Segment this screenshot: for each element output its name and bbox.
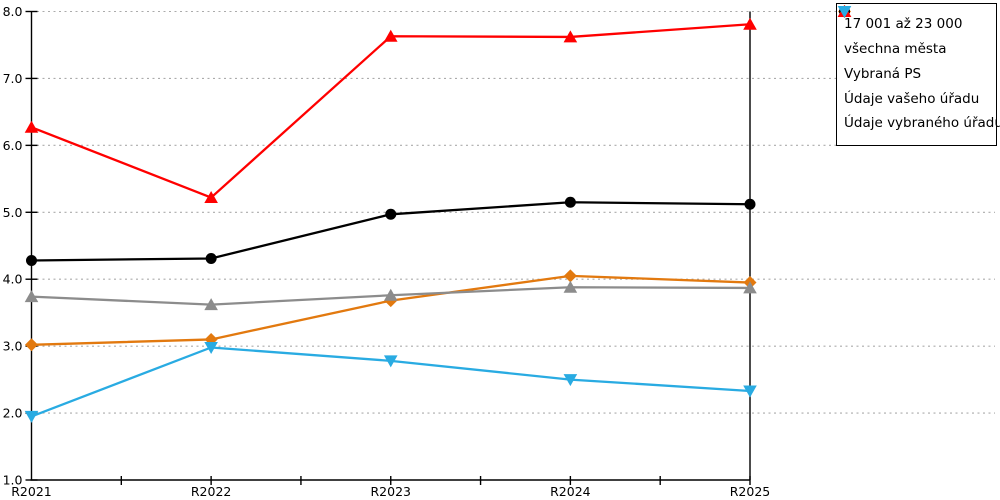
legend-label: Údaje vybraného úřadu xyxy=(844,115,1000,132)
series-4-marker xyxy=(204,191,218,204)
legend-label: 17 001 až 23 000 xyxy=(844,16,963,33)
x-tick-label: R2025 xyxy=(730,484,771,499)
series-3-marker xyxy=(563,280,578,293)
legend-item: Údaje vybraného úřadu xyxy=(837,6,1000,131)
series-5-marker xyxy=(383,355,398,368)
y-tick-label: 5.0 xyxy=(3,205,23,220)
y-tick-label: 8.0 xyxy=(3,4,23,19)
series-3-marker xyxy=(383,288,398,301)
series-line-4 xyxy=(31,23,751,199)
legend-label: všechna města xyxy=(844,41,947,57)
x-tick-label: R2024 xyxy=(550,484,591,499)
y-tick-label: 7.0 xyxy=(3,71,23,86)
series-line-1 xyxy=(31,274,751,346)
series-4-marker xyxy=(24,120,39,133)
series-5-marker xyxy=(563,374,578,387)
legend-label: Údaje vašeho úřadu xyxy=(844,90,980,107)
series-5-marker xyxy=(24,410,39,423)
series-4-marker xyxy=(563,30,578,43)
series-2-marker xyxy=(205,252,217,264)
y-tick-label: 1.0 xyxy=(3,473,23,488)
series-4-marker xyxy=(743,17,757,30)
legend-item: všechna města xyxy=(839,6,992,57)
series-3-marker xyxy=(24,290,39,303)
y-tick-label: 6.0 xyxy=(3,138,23,153)
series-2-marker xyxy=(564,196,576,208)
series-2-marker xyxy=(744,198,756,210)
series-1-marker xyxy=(563,269,577,283)
legend-label: Vybraná PS xyxy=(844,65,922,82)
y-tick-label: 2.0 xyxy=(3,406,23,421)
series-4-marker xyxy=(383,29,398,42)
x-tick-label: R2023 xyxy=(371,484,412,499)
series-1-marker xyxy=(25,338,38,352)
x-tick-label: R2021 xyxy=(11,484,52,499)
triangle-down-icon xyxy=(837,6,852,18)
series-5-marker xyxy=(743,385,757,398)
chart-legend: 17 001 až 23 000 všechna města Vybraná PS Ú… xyxy=(836,3,1000,146)
series-3-marker xyxy=(204,298,218,311)
legend-item: Vybraná PS xyxy=(837,5,992,82)
series-5-marker xyxy=(204,341,218,354)
x-tick-label: R2022 xyxy=(191,484,232,499)
legend-item: Údaje vašeho úřadu xyxy=(837,5,992,107)
y-tick-label: 3.0 xyxy=(3,339,23,354)
series-2-marker xyxy=(26,254,37,266)
legend-item: 17 001 až 23 000 xyxy=(838,5,992,33)
series-2-marker xyxy=(385,208,397,220)
y-tick-label: 4.0 xyxy=(3,272,23,287)
series-3-marker xyxy=(743,281,757,294)
